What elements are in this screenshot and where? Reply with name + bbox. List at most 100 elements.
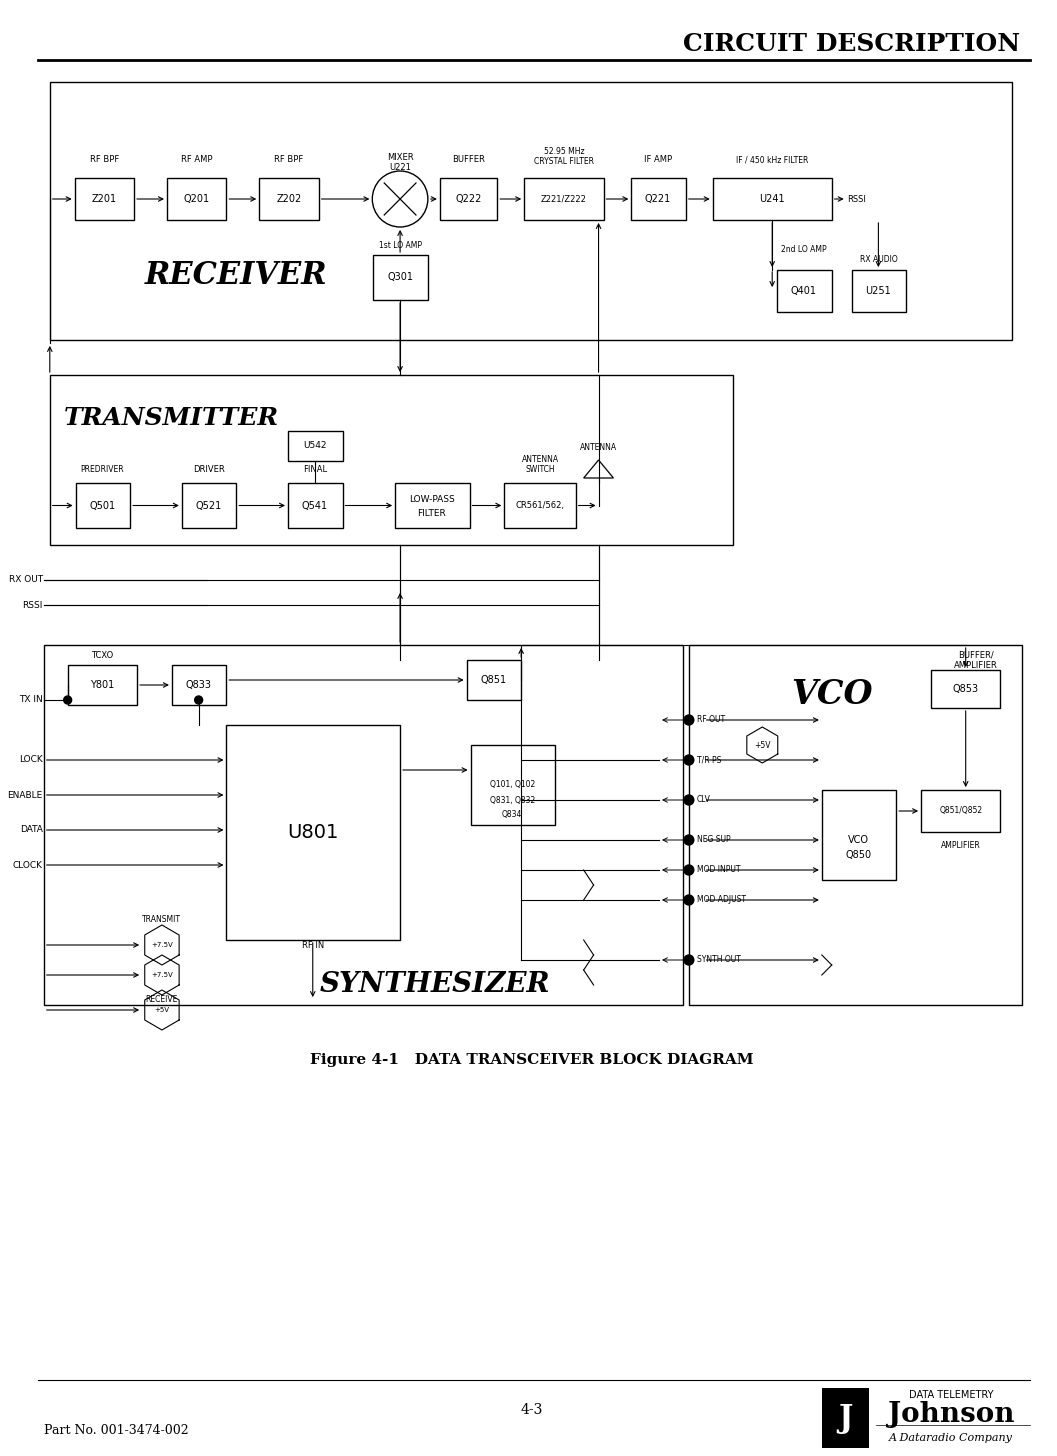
Text: Y801: Y801 bbox=[90, 680, 114, 690]
Text: Figure 4-1   DATA TRANSCEIVER BLOCK DIAGRAM: Figure 4-1 DATA TRANSCEIVER BLOCK DIAGRA… bbox=[311, 1053, 754, 1067]
Bar bbox=[75, 178, 134, 220]
Text: BUFFER/: BUFFER/ bbox=[958, 651, 994, 660]
Bar bbox=[822, 1388, 870, 1449]
Text: BUFFER: BUFFER bbox=[452, 156, 485, 165]
Text: RX OUT: RX OUT bbox=[8, 575, 43, 584]
Bar bbox=[76, 483, 130, 529]
Text: AMPLIFIER: AMPLIFIER bbox=[941, 840, 981, 849]
Text: 4-3: 4-3 bbox=[521, 1404, 543, 1417]
Text: VCO: VCO bbox=[791, 678, 873, 712]
Text: RECEIVER: RECEIVER bbox=[145, 259, 328, 291]
Text: FINAL: FINAL bbox=[302, 464, 327, 473]
Circle shape bbox=[684, 715, 693, 725]
Text: ANTENNA: ANTENNA bbox=[580, 444, 617, 453]
Text: U542: U542 bbox=[303, 441, 327, 450]
Text: +7.5V: +7.5V bbox=[151, 942, 172, 948]
Circle shape bbox=[63, 696, 72, 705]
Bar bbox=[822, 791, 896, 879]
Text: Q833: Q833 bbox=[186, 680, 211, 690]
Bar bbox=[921, 791, 1000, 831]
Text: PREDRIVER: PREDRIVER bbox=[80, 464, 125, 473]
Bar bbox=[931, 670, 1000, 708]
Text: Q851: Q851 bbox=[480, 676, 506, 684]
Text: +5V: +5V bbox=[754, 741, 771, 750]
Bar bbox=[504, 483, 576, 529]
Text: MIXER: MIXER bbox=[387, 153, 413, 162]
Text: LOCK: LOCK bbox=[19, 756, 43, 764]
Text: U221: U221 bbox=[389, 163, 411, 172]
Text: Q853: Q853 bbox=[952, 684, 979, 695]
Bar bbox=[631, 178, 686, 220]
Bar bbox=[259, 178, 319, 220]
Text: ENABLE: ENABLE bbox=[7, 791, 43, 799]
Text: CRYSTAL FILTER: CRYSTAL FILTER bbox=[534, 157, 594, 166]
Circle shape bbox=[684, 955, 693, 965]
Text: ANTENNA: ANTENNA bbox=[521, 454, 558, 463]
Text: FILTER: FILTER bbox=[418, 510, 446, 518]
Bar bbox=[288, 483, 342, 529]
Text: Q401: Q401 bbox=[791, 285, 817, 296]
Text: RF BPF: RF BPF bbox=[90, 156, 119, 165]
Text: SYNTHESIZER: SYNTHESIZER bbox=[319, 971, 550, 999]
Circle shape bbox=[684, 895, 693, 906]
Bar bbox=[466, 660, 521, 700]
Bar bbox=[288, 431, 342, 462]
Text: Q501: Q501 bbox=[90, 501, 115, 511]
Text: Part No. 001-3474-002: Part No. 001-3474-002 bbox=[43, 1424, 188, 1437]
Text: J: J bbox=[838, 1402, 853, 1434]
Text: SWITCH: SWITCH bbox=[525, 466, 555, 475]
Text: Q301: Q301 bbox=[387, 272, 413, 282]
Text: RF AMP: RF AMP bbox=[181, 156, 212, 165]
Bar bbox=[440, 178, 498, 220]
Text: AMPLIFIER: AMPLIFIER bbox=[953, 661, 998, 670]
Text: Johnson: Johnson bbox=[888, 1402, 1014, 1428]
Bar bbox=[689, 645, 1022, 1005]
Text: TRANSMIT: TRANSMIT bbox=[143, 916, 182, 925]
Circle shape bbox=[684, 756, 693, 764]
Text: TRANSMITTER: TRANSMITTER bbox=[64, 406, 279, 430]
Text: DRIVER: DRIVER bbox=[192, 464, 224, 473]
Circle shape bbox=[684, 795, 693, 805]
Circle shape bbox=[684, 865, 693, 875]
Bar bbox=[50, 82, 1013, 341]
Text: CIRCUIT DESCRIPTION: CIRCUIT DESCRIPTION bbox=[683, 32, 1020, 55]
Text: MOD INPUT: MOD INPUT bbox=[697, 865, 740, 875]
Text: Q541: Q541 bbox=[301, 501, 328, 511]
Text: Q201: Q201 bbox=[184, 194, 209, 204]
Text: IF / 450 kHz FILTER: IF / 450 kHz FILTER bbox=[736, 156, 809, 165]
Text: Q221: Q221 bbox=[645, 194, 671, 204]
Text: 2nd LO AMP: 2nd LO AMP bbox=[781, 246, 827, 255]
Text: LOW-PASS: LOW-PASS bbox=[409, 495, 455, 504]
Text: CR561/562,: CR561/562, bbox=[516, 501, 564, 510]
Bar bbox=[373, 255, 428, 300]
Text: MOD ADJUST: MOD ADJUST bbox=[697, 895, 746, 904]
Text: 1st LO AMP: 1st LO AMP bbox=[378, 240, 422, 249]
Text: TX IN: TX IN bbox=[19, 696, 43, 705]
Text: Q851/Q852: Q851/Q852 bbox=[940, 807, 982, 815]
Circle shape bbox=[194, 696, 203, 705]
Text: IF AMP: IF AMP bbox=[644, 156, 672, 165]
Bar bbox=[395, 483, 469, 529]
Text: VCO: VCO bbox=[848, 834, 869, 844]
Text: U251: U251 bbox=[866, 285, 891, 296]
Circle shape bbox=[372, 170, 428, 227]
Text: CLV: CLV bbox=[697, 795, 710, 805]
Text: +7.5V: +7.5V bbox=[151, 973, 172, 978]
Text: U801: U801 bbox=[288, 823, 338, 842]
Text: RF OUT: RF OUT bbox=[697, 715, 725, 725]
Text: RF IN: RF IN bbox=[301, 941, 323, 949]
Bar bbox=[167, 178, 226, 220]
Text: 52.95 MHz: 52.95 MHz bbox=[543, 147, 585, 156]
Text: RF BPF: RF BPF bbox=[275, 156, 303, 165]
Text: Z221/Z222: Z221/Z222 bbox=[541, 195, 587, 204]
Text: CLOCK: CLOCK bbox=[13, 860, 43, 869]
Text: A Dataradio Company: A Dataradio Company bbox=[889, 1433, 1013, 1443]
Bar bbox=[712, 178, 832, 220]
Bar bbox=[43, 645, 683, 1005]
Bar bbox=[50, 376, 733, 545]
Text: Q521: Q521 bbox=[196, 501, 222, 511]
Bar bbox=[777, 269, 832, 312]
Text: RSSI: RSSI bbox=[22, 600, 43, 610]
Text: Q831, Q832: Q831, Q832 bbox=[489, 795, 535, 805]
Text: Z202: Z202 bbox=[276, 194, 301, 204]
